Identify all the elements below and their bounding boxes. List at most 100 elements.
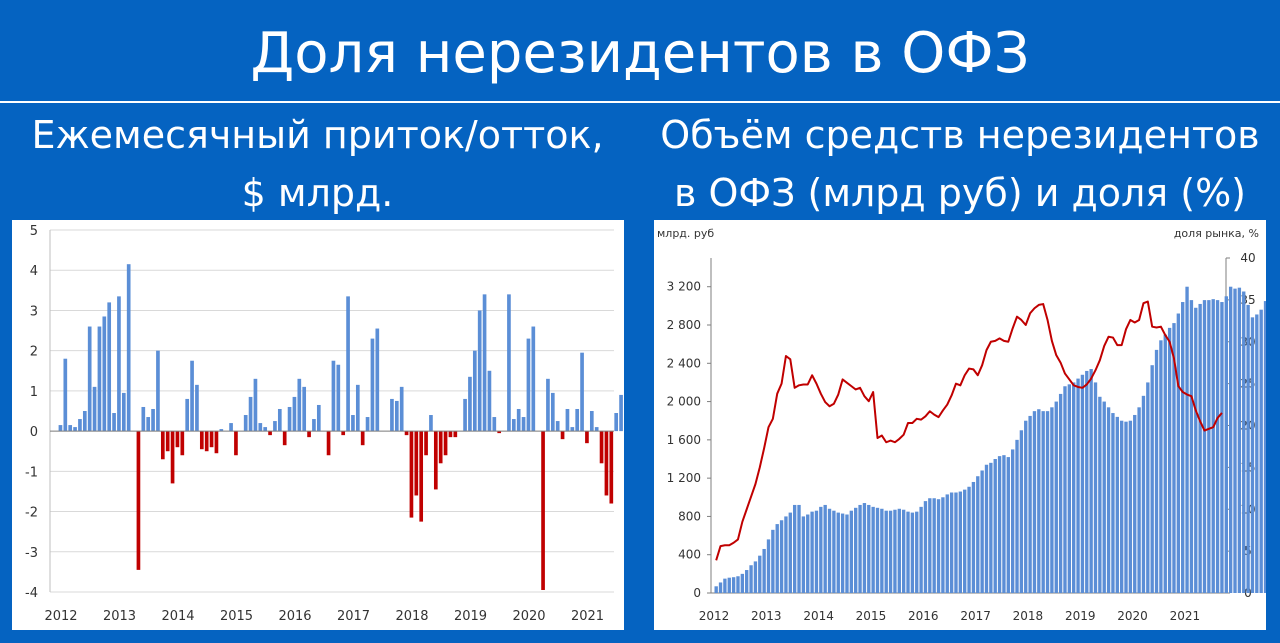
flow-bar [204, 431, 209, 452]
holdings-bar [1150, 365, 1154, 593]
holdings-bar [845, 514, 849, 593]
x-tick-label: 2017 [960, 609, 991, 623]
left-tick-label: 0 [693, 586, 701, 600]
flow-bar [414, 431, 419, 496]
x-tick-label: 2014 [161, 609, 194, 624]
holdings-bar [1102, 401, 1106, 593]
flow-bar [219, 429, 224, 432]
x-tick-label: 2019 [1065, 609, 1096, 623]
holdings-bar [875, 507, 880, 593]
holdings-bar [840, 513, 845, 593]
x-tick-label: 2021 [1170, 609, 1201, 623]
flow-bar [248, 396, 253, 432]
y-tick-label: 1 [30, 385, 38, 400]
flow-bar [399, 386, 404, 432]
flow-bar [117, 296, 121, 432]
flow-bar [580, 352, 584, 432]
left-tick-label: 800 [678, 509, 701, 523]
flow-bar [346, 296, 350, 432]
holdings-bar [1242, 291, 1246, 593]
holdings-bar [893, 509, 897, 593]
flow-bar [355, 384, 360, 432]
y-tick-label: -2 [25, 506, 38, 521]
flow-bar [477, 310, 482, 432]
flow-bar [443, 431, 448, 456]
holdings-bar [897, 508, 901, 593]
flow-bar [492, 417, 497, 432]
flow-bar [472, 350, 477, 432]
y-tick-label: 3 [30, 304, 38, 319]
holdings-bar [971, 481, 976, 593]
holdings-bar [1098, 396, 1102, 593]
flow-bar [258, 423, 263, 432]
flow-bar [482, 294, 487, 432]
flow-bar [316, 404, 321, 432]
holdings-bar [718, 582, 723, 593]
x-tick-label: 2020 [1117, 609, 1148, 623]
holdings-bar [1015, 439, 1019, 593]
flow-bar [409, 431, 414, 518]
holdings-bar [862, 503, 867, 593]
holdings-bar [980, 470, 984, 593]
holdings-bar [814, 510, 819, 593]
holdings-bar [945, 494, 949, 593]
x-tick-label: 2013 [751, 609, 782, 623]
holdings-bar [936, 499, 941, 593]
holdings-bar [1006, 457, 1010, 593]
holdings-bar [1228, 286, 1233, 593]
flow-bar [243, 415, 248, 432]
holdings-bar [823, 504, 827, 593]
flow-bar [190, 360, 194, 432]
holdings-bar [1194, 307, 1198, 593]
title-divider [0, 101, 1280, 103]
flow-bar [112, 413, 116, 432]
flow-bar [429, 415, 433, 432]
holdings-bar [1058, 393, 1063, 593]
holdings-bar [736, 576, 740, 593]
holdings-bar [976, 476, 980, 593]
holdings-bar [963, 489, 967, 593]
flow-bar [360, 431, 365, 446]
holdings-bar [745, 570, 749, 593]
x-tick-label: 2018 [1013, 609, 1044, 623]
flow-bar [273, 421, 277, 432]
flow-bar [102, 316, 107, 432]
holdings-bar [919, 506, 923, 593]
x-tick-label: 2016 [908, 609, 939, 623]
holdings-bar [1185, 286, 1189, 593]
holdings-bar [779, 520, 784, 593]
flow-bar [550, 392, 555, 432]
holdings-bar [1259, 309, 1263, 593]
x-tick-label: 2017 [337, 609, 370, 624]
holdings-bar [941, 497, 945, 593]
flow-bar [263, 427, 268, 432]
flow-bar [521, 417, 526, 432]
holdings-bar [849, 510, 854, 593]
holdings-bar [1124, 421, 1128, 593]
holdings-bar [1054, 401, 1058, 593]
x-tick-label: 2013 [103, 609, 136, 624]
flow-bar [585, 431, 589, 444]
flow-bar [253, 378, 258, 432]
holdings-bar [880, 508, 884, 593]
flow-bar [468, 376, 472, 432]
holdings-bar [1146, 382, 1150, 593]
flow-bar [156, 350, 160, 432]
holdings-bar [884, 510, 888, 593]
x-tick-label: 2015 [220, 609, 253, 624]
left-tick-label: 1 200 [667, 471, 701, 485]
holdings-bar [1019, 430, 1024, 593]
holdings-bar [993, 459, 997, 593]
holdings-bar [984, 464, 989, 593]
holdings-chart-panel: млрд. руб доля рынка, % 0 400 800 1 200 1 600 2… [654, 220, 1266, 630]
holdings-bar [923, 501, 928, 593]
flow-bar [97, 326, 102, 432]
holdings-bar [1220, 302, 1224, 593]
market-share-line [715, 300, 1223, 561]
holdings-bar [928, 498, 932, 593]
flow-bar [277, 408, 282, 432]
y-tick-label: 5 [30, 224, 38, 239]
holdings-bar [771, 529, 775, 593]
holdings-bar [1154, 349, 1159, 593]
flow-bar [312, 419, 316, 432]
